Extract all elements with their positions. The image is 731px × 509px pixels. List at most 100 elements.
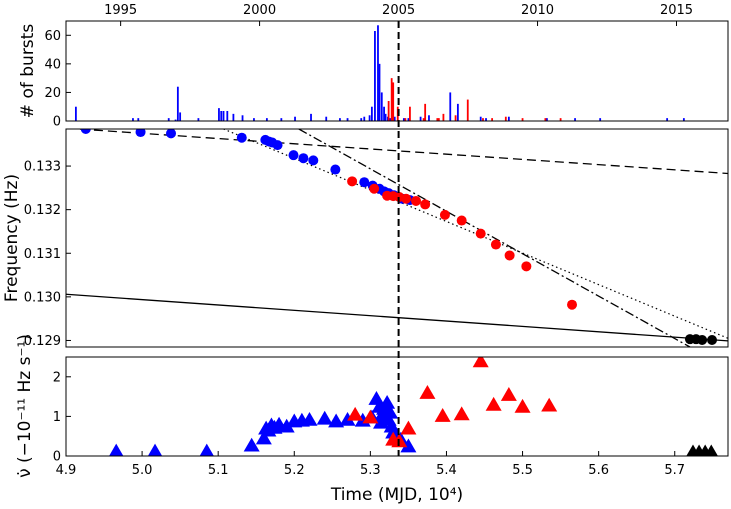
solid-fit-line [66, 293, 728, 342]
time-xtick-label: 5.1 [208, 463, 229, 478]
nudot-ytick-label: 1 [53, 410, 61, 425]
burst-bar-blue [222, 111, 225, 121]
burst-bar-blue [218, 108, 220, 121]
burst-bar-blue [402, 118, 405, 121]
burst-bar-red [504, 116, 507, 121]
bursts-ytick-label: 60 [44, 29, 61, 44]
nudot-point-red [514, 398, 531, 413]
bursts-ytick-label: 20 [44, 86, 61, 101]
burst-bar-blue [346, 118, 349, 121]
freq-point-red [369, 183, 380, 194]
freq-ytick-label: 0.130 [24, 290, 61, 305]
freq-ytick-label: 0.133 [24, 160, 61, 175]
frequency-panel: 0.129 0.130 0.131 0.132 0.133 Frequency (Hz) [2, 128, 729, 349]
burst-bar-blue [241, 115, 244, 121]
dotted-fit-line [223, 129, 728, 339]
burst-bar-blue [179, 112, 182, 121]
burst-bar-red [390, 78, 393, 121]
freq-point-red [347, 176, 358, 187]
bursts-ylabel: # of bursts [18, 24, 38, 119]
time-xlabel: Time (MJD, 10⁴) [330, 485, 463, 505]
freq-ytick-label: 0.129 [24, 334, 61, 349]
nudot-point-blue [379, 394, 396, 409]
bursts-frame [65, 20, 729, 122]
burst-bar-red [491, 118, 494, 121]
burst-bar-blue [393, 116, 396, 121]
nudot-point-blue [382, 404, 399, 419]
nudot-point-blue [301, 411, 318, 426]
nudot-point-blue [278, 418, 295, 433]
burst-bar-blue [137, 118, 140, 121]
burst-bar-blue [378, 63, 381, 121]
bursts-ytick-label: 40 [44, 57, 61, 72]
freq-point-red [456, 215, 467, 226]
nudot-point-red [472, 357, 489, 368]
nudot-point-blue [255, 430, 272, 445]
burst-bar-red [409, 106, 411, 121]
freq-point-blue [236, 132, 247, 143]
year-tick-label: 2005 [382, 3, 415, 18]
burst-bar-blue [374, 31, 376, 121]
burst-bar-red [422, 118, 425, 121]
burst-bar-red [454, 115, 457, 121]
bursts-ytick-label: 0 [53, 115, 61, 130]
nudot-point-black [704, 444, 718, 456]
nudot-ytick-label: 2 [53, 370, 61, 385]
time-xtick-label: 5.5 [512, 463, 533, 478]
burst-bar-blue [380, 92, 383, 121]
burst-bar-blue [574, 118, 576, 121]
burst-bar-blue [310, 113, 312, 121]
burst-bar-blue [384, 113, 387, 121]
frequency-points [80, 129, 718, 346]
burst-bar-blue [176, 86, 179, 121]
burst-bar-red [442, 113, 445, 121]
freq-point-blue [135, 129, 146, 138]
freq-point-red [439, 209, 450, 220]
bursts-panel: 1995 2000 2005 2010 2015 0 20 40 60 # of bursts [18, 3, 729, 130]
burst-bar-blue [280, 118, 283, 121]
burst-bar-blue [449, 92, 452, 121]
freq-point-blue [308, 155, 319, 166]
nudot-points [109, 357, 718, 456]
burst-bar-blue [383, 106, 385, 121]
nudot-point-blue [147, 443, 163, 456]
burst-bar-blue [368, 115, 371, 121]
burst-bar-red [387, 101, 390, 121]
burst-bar-blue [479, 116, 482, 121]
burst-bar-blue [456, 103, 459, 121]
freq-ytick-label: 0.132 [24, 203, 61, 218]
freq-point-red [490, 239, 501, 250]
freq-point-blue [166, 129, 177, 139]
burst-bar-blue [546, 118, 548, 121]
nudot-point-red [500, 387, 517, 401]
burst-bar-red [482, 118, 484, 121]
burst-bar-blue [226, 111, 229, 121]
frequency-fit-lines [66, 129, 728, 347]
frequency-ylabel: Frequency (Hz) [2, 174, 22, 302]
burst-bar-blue [294, 116, 296, 121]
nudot-xticks: 4.9 5.0 5.1 5.2 5.3 5.4 5.5 5.6 5.7 [56, 451, 685, 478]
nudot-point-red [453, 406, 470, 421]
burst-bar-blue [428, 115, 430, 121]
burst-bar-blue [197, 118, 200, 121]
year-tick-label: 1995 [104, 3, 137, 18]
burst-bar-red [437, 118, 440, 121]
nudot-point-red [400, 420, 417, 435]
burst-bar-blue [407, 118, 410, 121]
freq-point-red [567, 299, 578, 310]
dashed-fit-line [69, 129, 728, 175]
year-tick-label: 2000 [243, 3, 276, 18]
nudot-point-blue [109, 443, 124, 456]
nudot-point-red [347, 406, 364, 421]
year-tick-label: 2015 [660, 3, 693, 18]
nudot-point-red [419, 385, 436, 399]
burst-bar-red [436, 118, 439, 121]
burst-bar-blue [599, 118, 602, 121]
burst-bar-red [521, 118, 524, 121]
freq-point-red [521, 261, 532, 272]
nudot-ylabel: ν̇ (−10⁻¹¹ Hz s⁻¹) [15, 334, 35, 478]
nudot-ytick-label: 0 [53, 450, 61, 465]
burst-bar-blue [339, 118, 341, 121]
time-xtick-label: 5.3 [360, 463, 381, 478]
burst-bar-blue [74, 106, 77, 121]
